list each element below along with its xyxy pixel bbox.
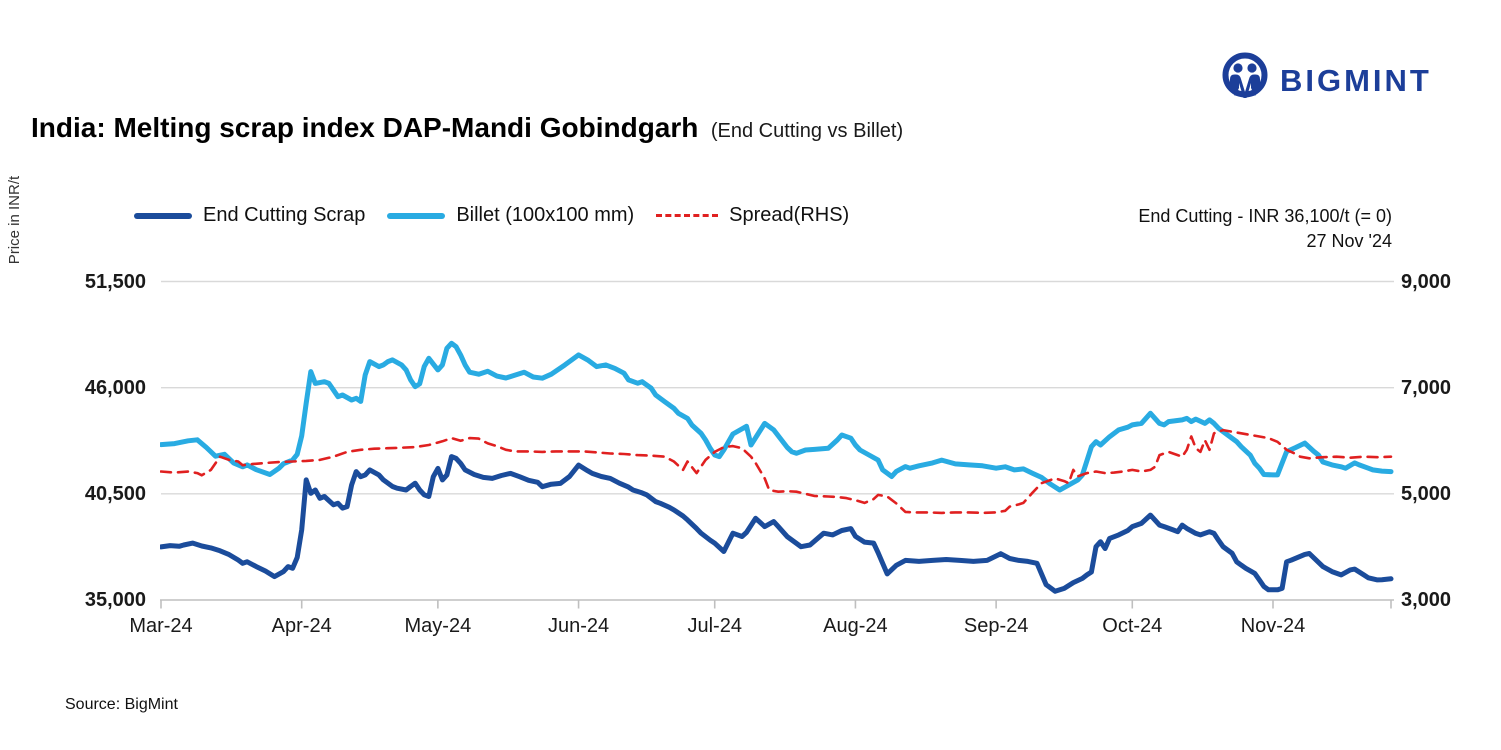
page-title: India: Melting scrap index DAP-Mandi Gob… — [31, 112, 699, 143]
series-spread-rhs- — [160, 428, 1393, 515]
brand-name: BIGMINT — [1280, 62, 1432, 98]
x-axis-label: Sep-24 — [963, 615, 1029, 637]
x-axis-label: Mar-24 — [129, 615, 193, 637]
spread-line-swatch — [656, 214, 719, 217]
y-axis-label-left: 51,500 — [84, 270, 146, 293]
series-billet-100x100-mm- — [160, 340, 1394, 493]
page-subtitle: (End Cutting vs Billet) — [710, 120, 904, 142]
legend-item-billet: Billet (100x100 mm) — [387, 204, 634, 227]
end-cutting-line-swatch — [134, 212, 192, 219]
billet-line-swatch — [387, 212, 446, 219]
legend-label-end-cutting: End Cutting Scrap — [203, 204, 366, 226]
x-axis-label: Oct-24 — [1102, 615, 1163, 637]
y-axis-label-left: 46,000 — [84, 376, 146, 399]
x-axis-label: Jul-24 — [687, 615, 742, 637]
annotation-line1: End Cutting - INR 36,100/t (= 0) — [1138, 206, 1392, 226]
legend-item-end-cutting: End Cutting Scrap — [134, 204, 365, 227]
annotation-line2: 27 Nov '24 — [1306, 231, 1393, 251]
bigmint-logo-icon — [1222, 52, 1268, 109]
y-axis-label-right: 5,000 — [1401, 482, 1452, 505]
source-note: Source: BigMint — [65, 696, 178, 713]
x-axis-label: Apr-24 — [271, 615, 332, 637]
bigmint-logo: BIGMINT — [1222, 52, 1432, 109]
y-axis-label-right: 3,000 — [1401, 589, 1452, 611]
chart-title-row: India: Melting scrap index DAP-Mandi Gob… — [31, 112, 903, 144]
y-axis-label-left: 40,500 — [84, 482, 146, 505]
legend-item-spread: Spread(RHS) — [656, 204, 849, 227]
series-end-cutting-scrap — [160, 454, 1394, 594]
y-axis-label-right: 9,000 — [1401, 270, 1452, 293]
x-axis-label: Aug-24 — [823, 615, 888, 637]
y-axis-label-right: 7,000 — [1401, 376, 1452, 399]
chart-legend: End Cutting Scrap Billet (100x100 mm) Sp… — [134, 204, 849, 227]
y-axis-title: Price in INR/t — [6, 175, 23, 265]
chart-plot-area — [160, 280, 1394, 609]
legend-label-spread: Spread(RHS) — [729, 204, 850, 226]
y-axis-label-left: 35,000 — [84, 589, 146, 611]
legend-label-billet: Billet (100x100 mm) — [456, 204, 635, 226]
reference-annotation: End Cutting - INR 36,100/t (= 0) 27 Nov … — [1138, 204, 1392, 254]
x-axis-label: May-24 — [404, 615, 472, 637]
x-axis-label: Nov-24 — [1240, 615, 1306, 637]
x-axis-label: Jun-24 — [547, 615, 610, 637]
